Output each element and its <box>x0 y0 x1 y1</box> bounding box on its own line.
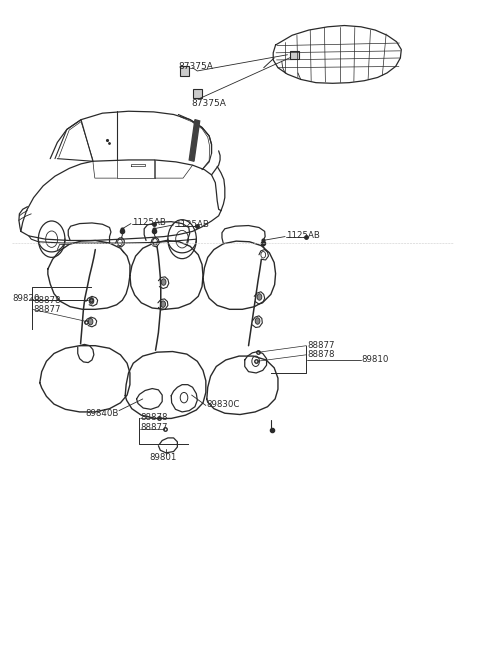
Circle shape <box>89 297 94 304</box>
Circle shape <box>257 293 262 300</box>
Text: 89840B: 89840B <box>86 409 119 418</box>
Text: 89830C: 89830C <box>207 400 240 409</box>
Text: 87375A: 87375A <box>191 99 226 108</box>
Circle shape <box>161 279 166 286</box>
Circle shape <box>161 301 166 307</box>
Polygon shape <box>189 120 200 161</box>
Text: 88877: 88877 <box>140 423 168 432</box>
Text: 89810: 89810 <box>361 356 389 364</box>
Text: 88877: 88877 <box>34 305 61 314</box>
Circle shape <box>88 318 93 325</box>
Text: 1125AB: 1125AB <box>175 219 208 229</box>
Text: 88878: 88878 <box>34 295 61 305</box>
Bar <box>180 66 189 75</box>
Text: 88878: 88878 <box>307 350 335 360</box>
Text: 88878: 88878 <box>140 413 168 422</box>
Text: 87375A: 87375A <box>179 62 213 71</box>
Text: 89820: 89820 <box>12 295 40 303</box>
Bar <box>192 88 202 98</box>
Text: 1125AB: 1125AB <box>286 231 320 240</box>
Circle shape <box>255 318 260 324</box>
Text: 89801: 89801 <box>150 453 177 462</box>
Bar <box>290 51 299 60</box>
Text: 1125AB: 1125AB <box>132 218 166 227</box>
Text: 88877: 88877 <box>307 341 335 350</box>
